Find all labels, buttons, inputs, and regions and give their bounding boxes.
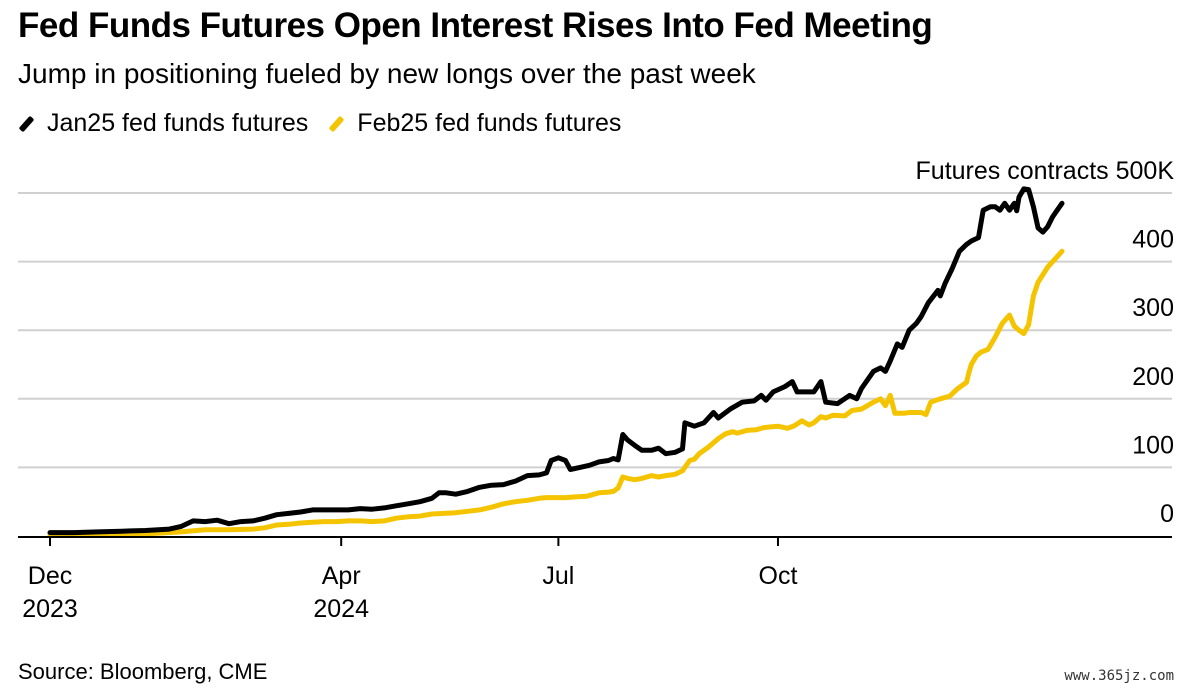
chart-title: Fed Funds Futures Open Interest Rises In… [18,6,933,45]
series-lines [47,186,1065,538]
series-line-feb25 [47,248,1065,538]
watermark: www.365jz.com [1064,668,1174,684]
y-axis-labels: 0 100 200 300 400 Futures contracts 500K [916,157,1175,528]
y-tick-label-200: 200 [1132,363,1174,391]
y-tick-label-0: 0 [1160,500,1174,528]
y-tick-label-300: 300 [1132,294,1174,322]
x-tick-label-oct: Oct [759,562,798,590]
legend: Jan25 fed funds futures Feb25 fed funds … [18,109,641,138]
legend-label-jan25: Jan25 fed funds futures [47,109,309,137]
chart-subtitle: Jump in positioning fueled by new longs … [18,58,756,89]
series-line-jan25 [47,186,1065,536]
x-axis-labels: Dec 2023 Apr 2024 Jul Oct [22,562,797,623]
x-tick-label-apr: Apr [322,562,361,590]
y-tick-label-500: Futures contracts 500K [916,157,1175,185]
y-tick-label-400: 400 [1132,226,1174,254]
gridlines [18,192,1172,469]
x-tick-label-dec: Dec [28,562,72,590]
x-tick-year-2024: 2024 [313,595,369,623]
legend-item-jan25[interactable]: Jan25 fed funds futures [18,109,308,138]
source-note: Source: Bloomberg, CME [18,659,268,684]
x-tick-label-jul: Jul [542,562,574,590]
x-tick-year-2023: 2023 [22,595,78,623]
legend-item-feb25[interactable]: Feb25 fed funds futures [328,109,621,138]
y-tick-label-100: 100 [1132,431,1174,459]
x-axis [18,536,1172,546]
legend-label-feb25: Feb25 fed funds futures [357,109,622,137]
